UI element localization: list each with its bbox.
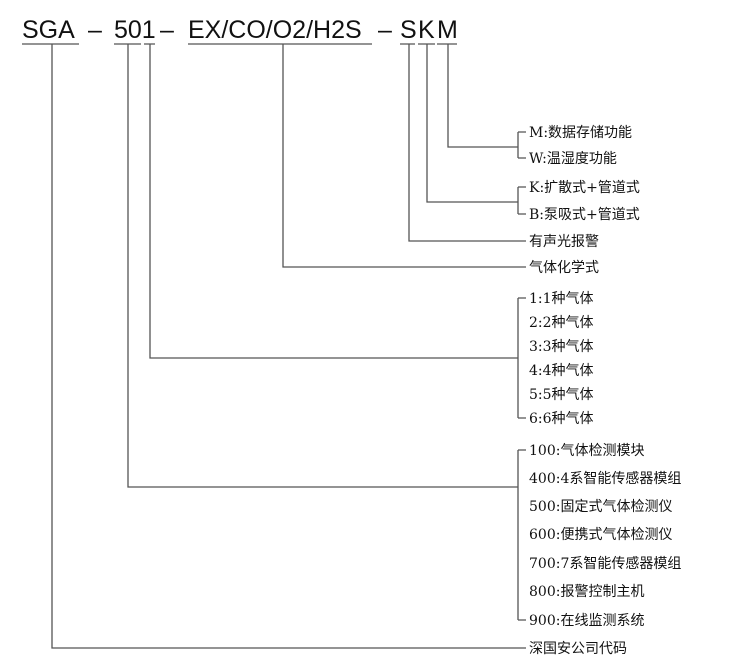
series-item: 100:气体检测模块 [529,443,644,459]
series-item: 800:报警控制主机 [529,584,644,600]
option-b: B:泵吸式+管道式 [529,207,640,223]
gas-count-item: 3:3种气体 [529,339,594,355]
gas-count-item: 4:4种气体 [529,363,594,379]
code-series: 501 [114,16,156,44]
series-item: 600:便携式气体检测仪 [529,527,672,543]
code-m: M [437,16,458,44]
model-code: SGA – 501 – EX/CO/O2/H2S – S K M [22,16,458,44]
option-formula: 气体化学式 [529,260,599,276]
code-dash: – [160,16,174,44]
series-item: 500:固定式气体检测仪 [529,499,672,515]
gas-count-item: 2:2种气体 [529,315,594,331]
code-dash: – [378,16,392,44]
connector-lines [22,43,526,649]
series-item: 400:4系智能传感器模组 [529,470,681,487]
series-item: 700:7系智能传感器模组 [529,555,681,572]
option-company: 深国安公司代码 [529,641,627,657]
series-item: 900:在线监测系统 [529,613,644,629]
gas-count-item: 1:1种气体 [529,291,594,307]
option-w: W:温湿度功能 [529,151,617,167]
code-dash: – [88,16,102,44]
code-s: S [400,16,417,44]
option-m: M:数据存储功能 [529,125,632,141]
option-alarm: 有声光报警 [529,234,599,250]
code-company: SGA [22,16,75,44]
gas-count-item: 5:5种气体 [529,387,594,403]
option-k: K:扩散式+管道式 [529,180,640,196]
option-labels: M:数据存储功能 W:温湿度功能 K:扩散式+管道式 B:泵吸式+管道式 有声光… [529,125,681,657]
code-gas: EX/CO/O2/H2S [188,16,362,44]
code-k: K [418,16,435,44]
gas-count-item: 6:6种气体 [529,411,594,427]
